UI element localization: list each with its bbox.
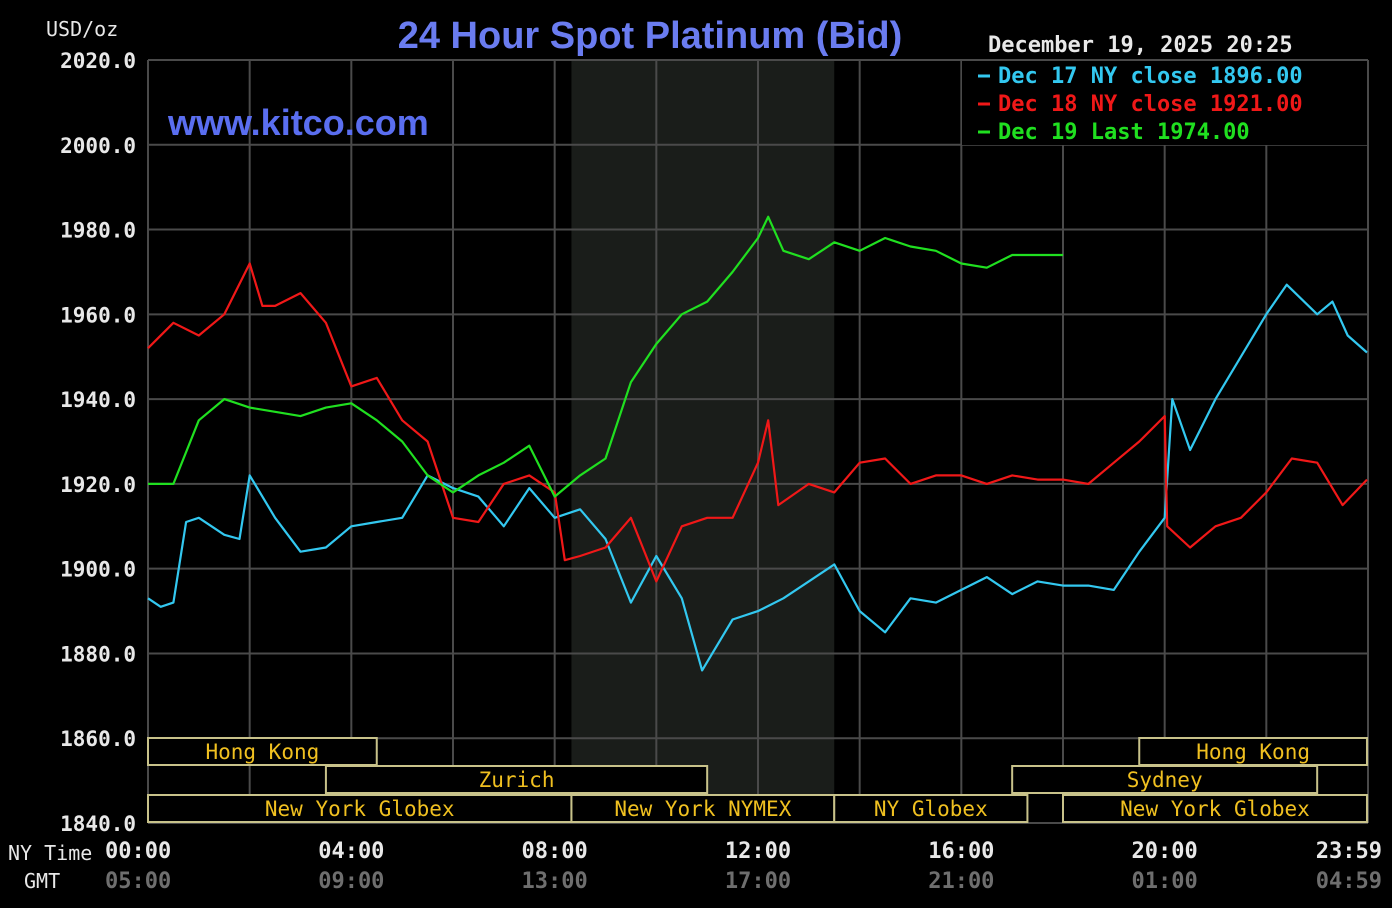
legend-entry: Dec 19 Last 1974.00 (998, 120, 1250, 145)
session-box (833, 794, 1029, 823)
x-tick-label-gmt: 17:00 (725, 869, 791, 894)
series-line-2 (147, 262, 1368, 583)
x-tick-label-ny: 16:00 (928, 839, 994, 864)
y-tick-label: 1960.0 (60, 303, 136, 327)
session-label: New York NYMEX (614, 797, 791, 821)
y-tick-label: 2020.0 (60, 49, 136, 73)
legend-series-name: Dec 18 NY close (998, 92, 1210, 117)
session-box (570, 794, 836, 823)
session-label: New York Globex (1120, 797, 1310, 821)
legend-series-value: 1896.00 (1210, 64, 1303, 89)
series-line-1 (147, 283, 1368, 672)
session-box (1062, 794, 1368, 823)
x-tick-label-ny: 00:00 (105, 839, 171, 864)
legend-series-name: Dec 17 NY close (998, 64, 1210, 89)
y-tick-label: 1860.0 (60, 727, 136, 751)
timestamp: December 19, 2025 20:25 (988, 33, 1293, 58)
legend-series-name: Dec 19 Last (998, 120, 1157, 145)
x-tick-label-gmt: 21:00 (928, 869, 994, 894)
legend-series-value: 1921.00 (1210, 92, 1303, 117)
legend-series-value: 1974.00 (1157, 120, 1250, 145)
legend-box (962, 61, 1367, 145)
session-label: Zurich (479, 768, 555, 792)
session-box (147, 737, 378, 766)
x-tick-label-gmt: 13:00 (522, 869, 588, 894)
x-axis-gmt-label: GMT (24, 869, 60, 893)
session-label: New York Globex (265, 797, 455, 821)
x-tick-label-ny: 20:00 (1132, 839, 1198, 864)
legend-entry: Dec 17 NY close 1896.00 (998, 64, 1303, 89)
session-box (324, 765, 709, 794)
x-tick-label-ny: 04:00 (318, 839, 384, 864)
series-line-3 (148, 215, 1063, 498)
y-tick-label: 1940.0 (60, 388, 136, 412)
session-box (1138, 737, 1368, 766)
y-tick-label: 1900.0 (60, 558, 136, 582)
x-tick-label-gmt: 09:00 (318, 869, 384, 894)
session-label: Sydney (1127, 768, 1203, 792)
x-tick-label-gmt: 05:00 (105, 869, 171, 894)
x-axis-ny-label: NY Time (8, 841, 92, 865)
y-axis-unit: USD/oz (46, 17, 118, 41)
y-tick-label: 2000.0 (60, 134, 136, 158)
watermark: www.kitco.com (167, 102, 429, 143)
x-tick-label-ny: 12:00 (725, 839, 791, 864)
x-tick-label-gmt: 01:00 (1132, 869, 1198, 894)
nymex-shaded-region (571, 60, 835, 823)
x-tick-label-gmt: 04:59 (1316, 869, 1382, 894)
y-tick-label: 1880.0 (60, 642, 136, 666)
session-box (1011, 765, 1319, 794)
legend-entry: Dec 18 NY close 1921.00 (998, 92, 1303, 117)
chart-title: 24 Hour Spot Platinum (Bid) (398, 15, 903, 57)
y-tick-label: 1920.0 (60, 473, 136, 497)
y-tick-label: 1840.0 (60, 812, 136, 836)
session-label: Hong Kong (1196, 740, 1310, 764)
session-label: Hong Kong (205, 740, 319, 764)
trading-sessions: Hong Kong Hong Kong Zurich Sydney New York G… (147, 737, 1368, 823)
x-tick-label-ny: 08:00 (522, 839, 588, 864)
y-tick-label: 1980.0 (60, 219, 136, 243)
x-tick-label-ny: 23:59 (1316, 839, 1382, 864)
session-label: NY Globex (874, 797, 988, 821)
